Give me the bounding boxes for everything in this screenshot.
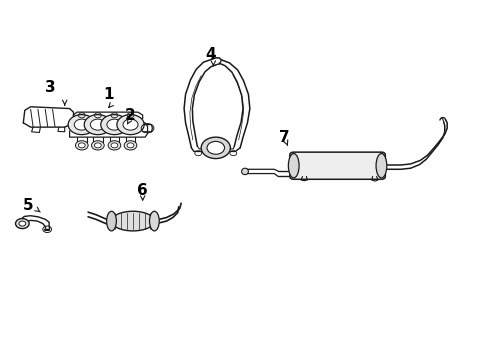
- Circle shape: [101, 114, 128, 135]
- Circle shape: [117, 114, 144, 135]
- Text: 5: 5: [23, 198, 33, 212]
- Circle shape: [108, 141, 121, 150]
- Ellipse shape: [288, 154, 299, 178]
- Text: 2: 2: [125, 108, 136, 123]
- Circle shape: [207, 141, 224, 154]
- Circle shape: [107, 119, 122, 130]
- Ellipse shape: [112, 211, 154, 231]
- Ellipse shape: [107, 211, 116, 231]
- Circle shape: [95, 143, 101, 148]
- Circle shape: [111, 143, 118, 148]
- FancyBboxPatch shape: [290, 152, 385, 179]
- Circle shape: [123, 119, 138, 130]
- Circle shape: [19, 221, 26, 226]
- Circle shape: [74, 119, 89, 130]
- Circle shape: [127, 143, 134, 148]
- Circle shape: [16, 219, 29, 229]
- Circle shape: [92, 141, 104, 150]
- Circle shape: [68, 114, 96, 135]
- Text: 3: 3: [45, 80, 55, 95]
- Circle shape: [201, 137, 230, 158]
- Circle shape: [78, 143, 85, 148]
- Ellipse shape: [242, 168, 248, 175]
- Circle shape: [75, 141, 88, 150]
- Text: 7: 7: [279, 130, 289, 145]
- Text: 1: 1: [103, 87, 114, 102]
- Circle shape: [124, 141, 137, 150]
- Circle shape: [84, 114, 112, 135]
- Ellipse shape: [376, 154, 387, 178]
- Text: 6: 6: [137, 183, 148, 198]
- Ellipse shape: [149, 211, 159, 231]
- Text: 4: 4: [206, 48, 216, 63]
- Circle shape: [90, 119, 105, 130]
